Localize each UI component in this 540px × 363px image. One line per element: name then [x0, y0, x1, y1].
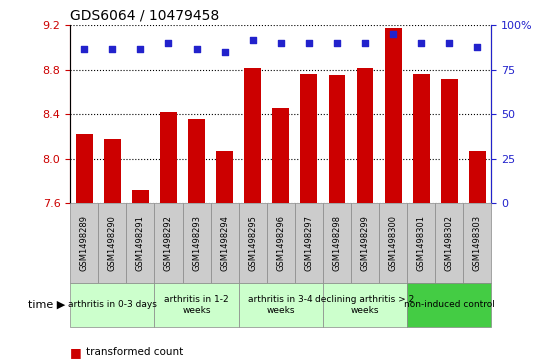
FancyBboxPatch shape	[70, 283, 154, 327]
Text: GSM1498291: GSM1498291	[136, 215, 145, 271]
Point	[108, 46, 117, 52]
FancyBboxPatch shape	[323, 203, 351, 283]
FancyBboxPatch shape	[154, 203, 183, 283]
Text: GSM1498299: GSM1498299	[361, 215, 369, 271]
Bar	[469, 151, 486, 203]
FancyBboxPatch shape	[407, 283, 491, 327]
Point	[305, 40, 313, 46]
FancyBboxPatch shape	[463, 203, 491, 283]
Text: GSM1498300: GSM1498300	[389, 215, 397, 271]
Text: GSM1498297: GSM1498297	[305, 215, 313, 271]
FancyBboxPatch shape	[239, 283, 323, 327]
Bar	[216, 151, 233, 203]
Bar	[132, 190, 149, 203]
FancyBboxPatch shape	[183, 203, 211, 283]
Point	[389, 31, 397, 37]
Text: arthritis in 3-4
weeks: arthritis in 3-4 weeks	[248, 295, 313, 315]
FancyBboxPatch shape	[407, 203, 435, 283]
Bar	[413, 74, 430, 203]
Text: GSM1498301: GSM1498301	[417, 215, 426, 271]
FancyBboxPatch shape	[267, 203, 295, 283]
FancyBboxPatch shape	[351, 203, 379, 283]
Text: arthritis in 1-2
weeks: arthritis in 1-2 weeks	[164, 295, 229, 315]
Text: declining arthritis > 2
weeks: declining arthritis > 2 weeks	[315, 295, 415, 315]
Text: GSM1498295: GSM1498295	[248, 215, 257, 271]
Text: GDS6064 / 10479458: GDS6064 / 10479458	[70, 9, 219, 23]
Point	[417, 40, 426, 46]
Bar	[160, 112, 177, 203]
Point	[276, 40, 285, 46]
Text: transformed count: transformed count	[86, 347, 184, 357]
Text: GSM1498298: GSM1498298	[333, 215, 341, 271]
Text: time ▶: time ▶	[28, 300, 65, 310]
Point	[80, 46, 89, 52]
Text: arthritis in 0-3 days: arthritis in 0-3 days	[68, 301, 157, 309]
Bar	[76, 134, 93, 203]
FancyBboxPatch shape	[435, 203, 463, 283]
Bar	[328, 76, 346, 203]
Point	[248, 37, 257, 42]
Bar	[356, 68, 374, 203]
Text: GSM1498289: GSM1498289	[80, 215, 89, 271]
Text: GSM1498302: GSM1498302	[445, 215, 454, 271]
Bar	[104, 139, 121, 203]
Text: GSM1498294: GSM1498294	[220, 215, 229, 271]
Bar	[441, 79, 458, 203]
FancyBboxPatch shape	[379, 203, 407, 283]
Point	[136, 46, 145, 52]
Text: non-induced control: non-induced control	[404, 301, 495, 309]
Bar	[244, 68, 261, 203]
Bar	[384, 28, 402, 203]
FancyBboxPatch shape	[154, 283, 239, 327]
Bar	[300, 74, 318, 203]
Bar	[272, 108, 289, 203]
Point	[361, 40, 369, 46]
FancyBboxPatch shape	[295, 203, 323, 283]
Bar	[188, 119, 205, 203]
FancyBboxPatch shape	[126, 203, 154, 283]
Point	[192, 46, 201, 52]
Point	[164, 40, 173, 46]
FancyBboxPatch shape	[323, 283, 407, 327]
Point	[445, 40, 454, 46]
Point	[333, 40, 341, 46]
Text: GSM1498293: GSM1498293	[192, 215, 201, 271]
FancyBboxPatch shape	[98, 203, 126, 283]
FancyBboxPatch shape	[239, 203, 267, 283]
Point	[220, 49, 229, 55]
Text: GSM1498290: GSM1498290	[108, 215, 117, 271]
Text: GSM1498292: GSM1498292	[164, 215, 173, 271]
FancyBboxPatch shape	[211, 203, 239, 283]
FancyBboxPatch shape	[70, 203, 98, 283]
Text: GSM1498303: GSM1498303	[473, 215, 482, 271]
Text: GSM1498296: GSM1498296	[276, 215, 285, 271]
Text: ■: ■	[70, 346, 82, 359]
Point	[473, 44, 482, 50]
